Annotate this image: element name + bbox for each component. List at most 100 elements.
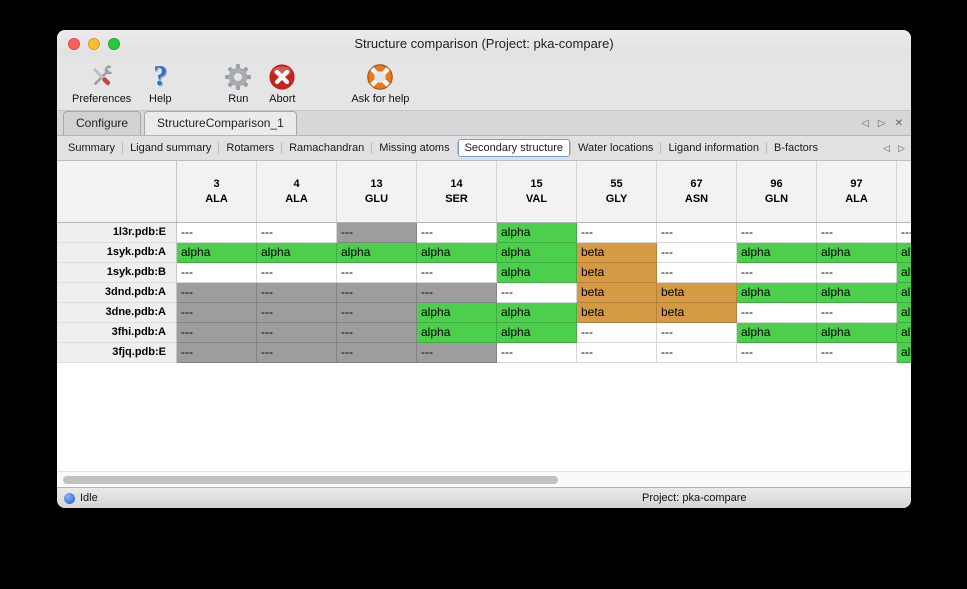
subtab-ramachandran[interactable]: Ramachandran [289, 142, 365, 154]
cell-empty[interactable]: --- [657, 223, 737, 243]
cell-beta[interactable]: beta [577, 243, 657, 263]
cell-empty[interactable]: --- [257, 223, 337, 243]
cell-alpha[interactable]: alpha [177, 243, 257, 263]
cell-alpha[interactable]: alpha [897, 283, 911, 303]
row-label[interactable]: 1l3r.pdb:E [57, 223, 177, 243]
subtab-summary[interactable]: Summary [68, 142, 116, 154]
cell-empty[interactable]: --- [257, 263, 337, 283]
row-label[interactable]: 3fhi.pdb:A [57, 323, 177, 343]
cell-empty[interactable]: --- [737, 303, 817, 323]
cell-masked[interactable]: --- [337, 303, 417, 323]
cell-beta[interactable]: beta [657, 283, 737, 303]
subtab-scroll-left-icon[interactable]: ◁ [883, 142, 891, 153]
cell-empty[interactable]: --- [657, 323, 737, 343]
cell-empty[interactable]: --- [657, 243, 737, 263]
cell-masked[interactable]: --- [417, 343, 497, 363]
cell-masked[interactable]: --- [337, 283, 417, 303]
row-label[interactable]: 1syk.pdb:B [57, 263, 177, 283]
row-label[interactable]: 1syk.pdb:A [57, 243, 177, 263]
subtab-ligand-information[interactable]: Ligand information [668, 142, 759, 154]
cell-empty[interactable]: --- [817, 303, 897, 323]
cell-empty[interactable]: --- [657, 263, 737, 283]
cell-empty[interactable]: --- [177, 263, 257, 283]
cell-masked[interactable]: --- [337, 343, 417, 363]
cell-masked[interactable]: --- [177, 303, 257, 323]
subtab-rotamers[interactable]: Rotamers [226, 142, 275, 154]
subtab-ligand-summary[interactable]: Ligand summary [130, 142, 212, 154]
cell-alpha[interactable]: alpha [897, 343, 911, 363]
tab-scroll-right-icon[interactable]: ▷ [877, 117, 886, 129]
cell-empty[interactable]: --- [737, 343, 817, 363]
cell-alpha[interactable]: alpha [417, 243, 497, 263]
cell-alpha[interactable]: alpha [897, 243, 911, 263]
cell-empty[interactable]: --- [497, 343, 577, 363]
cell-alpha[interactable]: alpha [497, 243, 577, 263]
cell-alpha[interactable]: alpha [737, 243, 817, 263]
cell-empty[interactable]: --- [817, 223, 897, 243]
cell-alpha[interactable]: alpha [257, 243, 337, 263]
cell-empty[interactable]: --- [737, 223, 817, 243]
horizontal-scrollbar-thumb[interactable] [63, 476, 559, 484]
cell-empty[interactable]: --- [737, 263, 817, 283]
cell-alpha[interactable]: alpha [817, 243, 897, 263]
horizontal-scrollbar[interactable] [57, 471, 911, 487]
cell-empty[interactable]: --- [817, 343, 897, 363]
cell-masked[interactable]: --- [257, 343, 337, 363]
cell-beta[interactable]: beta [577, 283, 657, 303]
cell-empty[interactable]: --- [577, 223, 657, 243]
row-label[interactable]: 3dne.pdb:A [57, 303, 177, 323]
cell-empty[interactable]: --- [417, 263, 497, 283]
cell-empty[interactable]: --- [817, 263, 897, 283]
cell-masked[interactable]: --- [177, 323, 257, 343]
minimize-button[interactable] [88, 38, 100, 50]
tab-scroll-left-icon[interactable]: ◁ [861, 117, 869, 129]
row-label[interactable]: 3dnd.pdb:A [57, 283, 177, 303]
toolbar-button-preferences[interactable]: Preferences [65, 59, 138, 107]
cell-alpha[interactable]: alpha [897, 303, 911, 323]
cell-alpha[interactable]: alpha [897, 263, 911, 283]
cell-empty[interactable]: --- [497, 283, 577, 303]
cell-empty[interactable]: --- [577, 343, 657, 363]
subtab-secondary-structure[interactable]: Secondary structure [457, 139, 571, 157]
cell-alpha[interactable]: alpha [817, 323, 897, 343]
cell-beta[interactable]: beta [577, 263, 657, 283]
cell-beta[interactable]: beta [657, 303, 737, 323]
subtab-scroll-right-icon[interactable]: ▷ [898, 142, 905, 153]
subtab-b-factors[interactable]: B-factors [773, 142, 818, 154]
cell-alpha[interactable]: alpha [417, 303, 497, 323]
cell-alpha[interactable]: alpha [337, 243, 417, 263]
cell-masked[interactable]: --- [337, 223, 417, 243]
tab-structurecomparison-1[interactable]: StructureComparison_1 [144, 111, 297, 135]
subtab-missing-atoms[interactable]: Missing atoms [379, 142, 450, 154]
toolbar-button-ask-for-help[interactable]: Ask for help [344, 59, 416, 107]
toolbar-button-run[interactable]: Run [216, 59, 260, 107]
cell-alpha[interactable]: alpha [497, 263, 577, 283]
cell-alpha[interactable]: alpha [497, 303, 577, 323]
zoom-button[interactable] [108, 38, 120, 50]
cell-masked[interactable]: --- [337, 323, 417, 343]
cell-empty[interactable]: --- [417, 223, 497, 243]
row-label[interactable]: 3fjq.pdb:E [57, 343, 177, 363]
tab-configure[interactable]: Configure [63, 111, 142, 135]
toolbar-button-abort[interactable]: Abort [260, 59, 304, 107]
cell-empty[interactable]: --- [897, 223, 911, 243]
cell-masked[interactable]: --- [257, 303, 337, 323]
cell-masked[interactable]: --- [417, 283, 497, 303]
cell-alpha[interactable]: alpha [417, 323, 497, 343]
cell-empty[interactable]: --- [577, 323, 657, 343]
cell-alpha[interactable]: alpha [897, 323, 911, 343]
cell-alpha[interactable]: alpha [737, 283, 817, 303]
cell-alpha[interactable]: alpha [737, 323, 817, 343]
close-button[interactable] [68, 38, 80, 50]
cell-beta[interactable]: beta [577, 303, 657, 323]
cell-empty[interactable]: --- [177, 223, 257, 243]
cell-alpha[interactable]: alpha [817, 283, 897, 303]
cell-masked[interactable]: --- [257, 323, 337, 343]
cell-empty[interactable]: --- [337, 263, 417, 283]
toolbar-button-help[interactable]: ? Help [138, 59, 182, 107]
cell-empty[interactable]: --- [657, 343, 737, 363]
tab-close-icon[interactable]: ✕ [894, 117, 903, 129]
subtab-water-locations[interactable]: Water locations [578, 142, 654, 154]
cell-alpha[interactable]: alpha [497, 223, 577, 243]
cell-masked[interactable]: --- [257, 283, 337, 303]
